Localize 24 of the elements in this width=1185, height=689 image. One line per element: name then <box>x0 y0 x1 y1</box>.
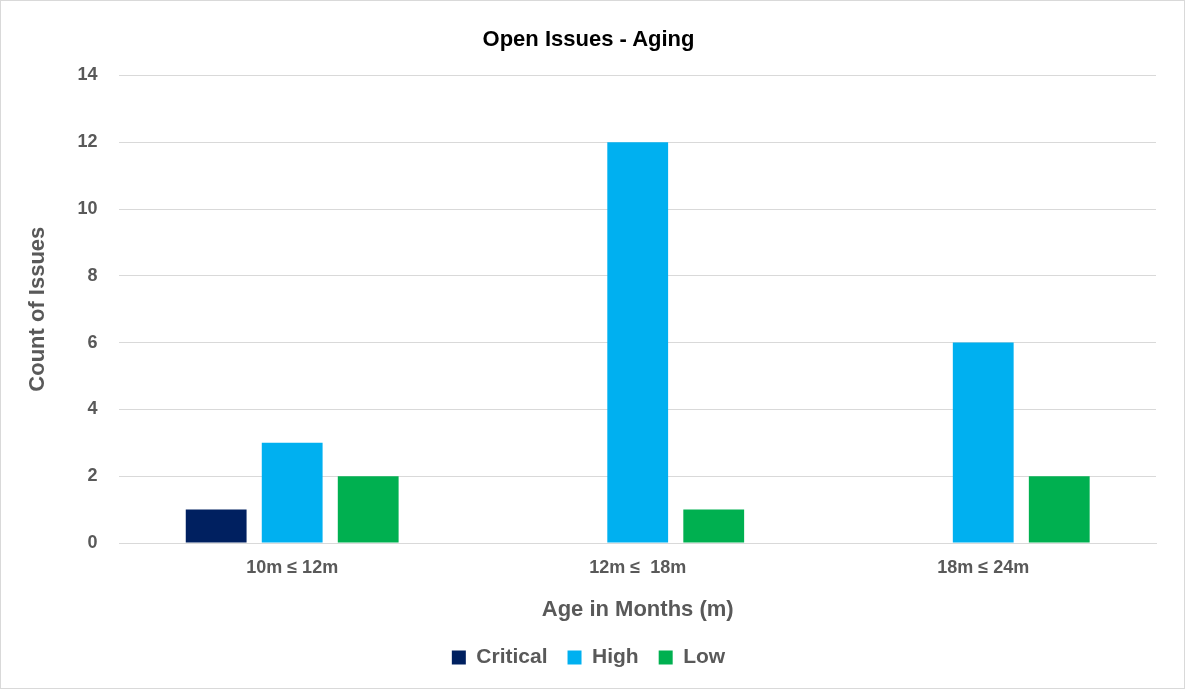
bar <box>261 442 323 543</box>
y-tick-label: 4 <box>87 398 98 419</box>
bar <box>683 509 745 543</box>
legend-label: Low <box>683 644 726 668</box>
y-tick-label: 2 <box>87 465 98 486</box>
chart-title: Open Issues - Aging <box>482 26 695 52</box>
bar <box>337 476 399 543</box>
bar <box>607 142 669 543</box>
y-tick-label: 6 <box>87 331 98 352</box>
y-tick-label: 0 <box>87 531 98 552</box>
x-tick-label: 12m ≤ 18m <box>589 556 687 577</box>
y-tick-label: 10 <box>77 197 98 218</box>
y-tick-label: 12 <box>77 131 98 152</box>
x-axis-title: Age in Months (m) <box>541 595 734 621</box>
y-tick-label: 14 <box>77 64 98 85</box>
bar <box>185 509 247 543</box>
x-tick-label: 18m ≤ 24m <box>937 556 1030 577</box>
legend-label: Critical <box>476 644 548 668</box>
y-axis-title: Count of Issues <box>24 226 50 392</box>
bar <box>952 342 1014 543</box>
bar <box>1028 476 1090 543</box>
legend-label: High <box>592 644 639 668</box>
y-tick-label: 8 <box>87 264 98 285</box>
x-tick-label: 10m ≤ 12m <box>246 556 339 577</box>
